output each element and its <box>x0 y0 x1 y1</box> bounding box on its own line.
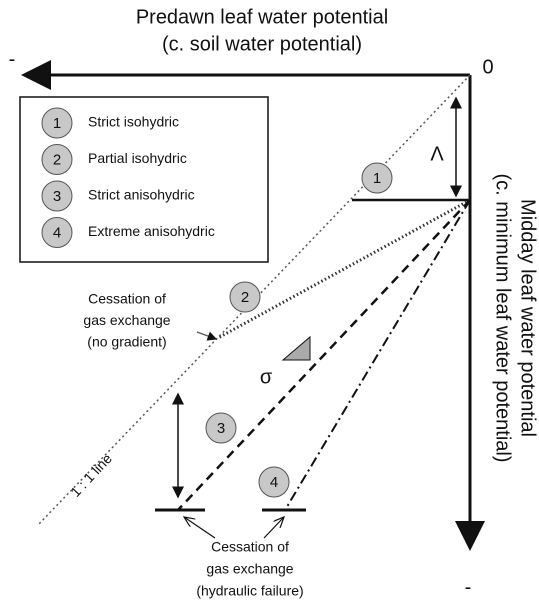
failure-arrow-1 <box>184 517 216 539</box>
number: 1 <box>53 115 61 132</box>
legend-label: Partial isohydric <box>88 150 187 166</box>
number-circle <box>41 180 73 212</box>
hydraulic-failure-note: (hydraulic failure) <box>196 583 303 599</box>
legend-label: Strict anisohydric <box>88 187 195 203</box>
number: 4 <box>53 224 61 241</box>
number: 3 <box>53 188 61 205</box>
number-circle <box>41 217 73 248</box>
no-gradient-note: gas exchange <box>83 312 170 328</box>
number: 3 <box>217 420 225 437</box>
number-circle <box>41 107 73 139</box>
number: 1 <box>373 170 381 187</box>
number-circle <box>258 466 290 498</box>
sigma: σ <box>260 366 273 388</box>
y-subtitle: (c. minimum leaf water potential) <box>492 174 514 463</box>
one-to-one-label: 1 : 1 line <box>67 450 115 500</box>
subtitle: (c. soil water potential) <box>162 33 362 55</box>
number-circle <box>229 281 261 313</box>
hydraulic-failure-note: Cessation of <box>211 539 289 555</box>
number-circle <box>41 144 73 175</box>
line-4 <box>284 199 471 511</box>
no-gradient-arrow <box>196 331 218 341</box>
no-gradient-note: (no gradient) <box>87 334 166 350</box>
y-title: Midday leaf water potential <box>517 199 539 437</box>
title: Predawn leaf water potential <box>136 6 388 28</box>
x-minus: - <box>9 48 16 70</box>
number-circle <box>205 412 237 444</box>
legend-label: Strict isohydric <box>88 114 179 130</box>
legend-label: Extreme anisohydric <box>88 223 215 239</box>
failure-arrow-2 <box>263 517 284 539</box>
sigma-triangle <box>281 335 311 361</box>
number: 2 <box>53 151 61 168</box>
lambda: Λ <box>430 143 444 165</box>
number: 2 <box>241 289 249 306</box>
no-gradient-note: Cessation of <box>88 291 166 307</box>
y-minus: - <box>465 576 472 598</box>
line-3 <box>177 199 471 511</box>
hydraulic-failure-note: gas exchange <box>206 561 293 577</box>
number: 4 <box>270 474 278 491</box>
origin: 0 <box>482 56 493 78</box>
number-circle <box>361 162 393 194</box>
